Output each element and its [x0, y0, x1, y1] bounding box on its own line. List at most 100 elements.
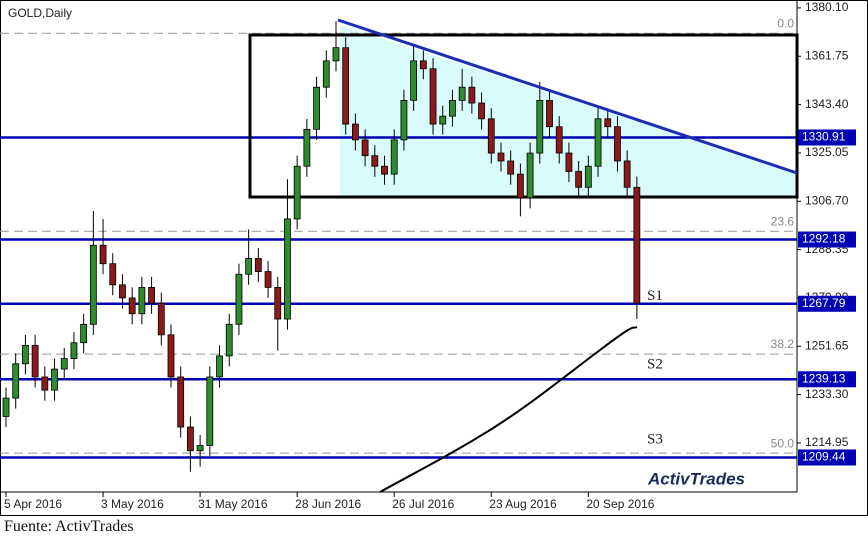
candle-body [458, 86, 466, 101]
candle-body [41, 376, 49, 391]
fib-label: 50.0 [771, 436, 795, 450]
candle-body [400, 99, 408, 141]
candle-body [342, 47, 350, 125]
price-box [798, 231, 856, 248]
candle-body [167, 334, 175, 378]
y-tick-label: 1214.95 [805, 435, 849, 449]
candle-body [177, 376, 185, 428]
candle-body [507, 160, 515, 175]
candle-body [293, 165, 301, 220]
candle-body [546, 99, 553, 128]
candle-body [526, 152, 534, 199]
support-label: S3 [647, 432, 663, 448]
price-label: 1267.79 [802, 296, 846, 310]
chart-title: GOLD,Daily [8, 6, 72, 20]
candle-body [633, 186, 641, 304]
chart: 1380.101361.751343.401325.051306.701288.… [0, 0, 868, 516]
candle-body [313, 86, 320, 130]
candle-body [584, 165, 592, 188]
y-tick-label: 1325.05 [805, 145, 849, 159]
candle-body [351, 123, 359, 141]
candle-body [157, 302, 165, 336]
x-tick-label: 3 May 2016 [101, 497, 164, 511]
candle-body [235, 273, 243, 325]
candle-body [22, 344, 29, 365]
candle-body [264, 271, 272, 288]
candle-body [565, 152, 573, 172]
y-tick-label: 1306.70 [805, 193, 849, 207]
x-tick-label: 31 May 2016 [198, 497, 268, 511]
x-tick-label: 28 Jun 2016 [295, 497, 361, 511]
price-box [798, 295, 856, 312]
candle-body [468, 86, 476, 104]
candle-body [2, 397, 10, 417]
candle-body [555, 126, 563, 154]
candle-body [138, 287, 146, 315]
candle-body [429, 68, 437, 125]
candle-body [478, 102, 485, 120]
candle-body [12, 363, 20, 399]
candle-body [419, 60, 427, 70]
y-tick-label: 1251.65 [805, 338, 849, 352]
candle-body [487, 118, 495, 154]
candle-body [51, 368, 58, 391]
candle-body [497, 152, 505, 162]
price-box [798, 371, 856, 388]
x-tick-label: 5 Apr 2016 [4, 497, 62, 511]
candle-body [303, 128, 311, 167]
candle-body [119, 284, 126, 299]
y-tick-label: 1343.40 [805, 97, 849, 111]
candle-body [148, 287, 155, 304]
candle-body [361, 139, 369, 157]
candle-body [274, 287, 282, 320]
candle-body [332, 47, 340, 62]
candle-body [623, 160, 631, 188]
candle-body [206, 376, 214, 446]
candle-body [575, 171, 583, 188]
x-tick-label: 23 Aug 2016 [489, 497, 557, 511]
candle-body [196, 445, 204, 452]
price-box [798, 449, 856, 466]
candle-body [449, 99, 456, 117]
candle-body [410, 60, 418, 101]
price-label: 1239.13 [802, 371, 846, 385]
candle-body [594, 118, 602, 167]
y-tick-label: 1380.10 [805, 0, 849, 14]
candle-body [70, 342, 78, 359]
x-tick-label: 26 Jul 2016 [392, 497, 454, 511]
candle-body [31, 344, 39, 378]
logo: ActivTrades [647, 469, 745, 488]
price-label: 1292.18 [802, 232, 846, 246]
candle-body [80, 323, 88, 344]
candle-body [284, 218, 291, 320]
source: Fuente: ActivTrades [4, 518, 134, 535]
price-label: 1330.91 [802, 130, 846, 144]
candle-body [216, 355, 223, 378]
fib-label: 0.0 [777, 16, 794, 30]
candle-body [109, 263, 117, 286]
candle-body [604, 118, 612, 128]
fib-label: 23.6 [771, 214, 795, 228]
candle-body [245, 258, 253, 275]
candle-body [439, 115, 447, 125]
candle-body [254, 258, 262, 273]
trend-line [337, 18, 798, 175]
candle-body [614, 126, 621, 162]
candle-body [99, 244, 107, 265]
price-label: 1209.44 [802, 450, 846, 464]
y-tick-label: 1233.30 [805, 387, 849, 401]
candle-body [390, 139, 398, 175]
candle-body [187, 426, 194, 452]
moving-average [379, 326, 638, 493]
y-tick-label: 1361.75 [805, 48, 849, 62]
candle-body [128, 297, 136, 315]
triangle-fill [340, 25, 797, 197]
fib-label: 38.2 [771, 337, 795, 351]
candle-body [371, 155, 379, 167]
candle-body [322, 60, 330, 88]
candle-body [225, 323, 233, 357]
candle-body [516, 173, 524, 199]
support-label: S2 [647, 357, 663, 373]
candle-body [536, 99, 544, 154]
